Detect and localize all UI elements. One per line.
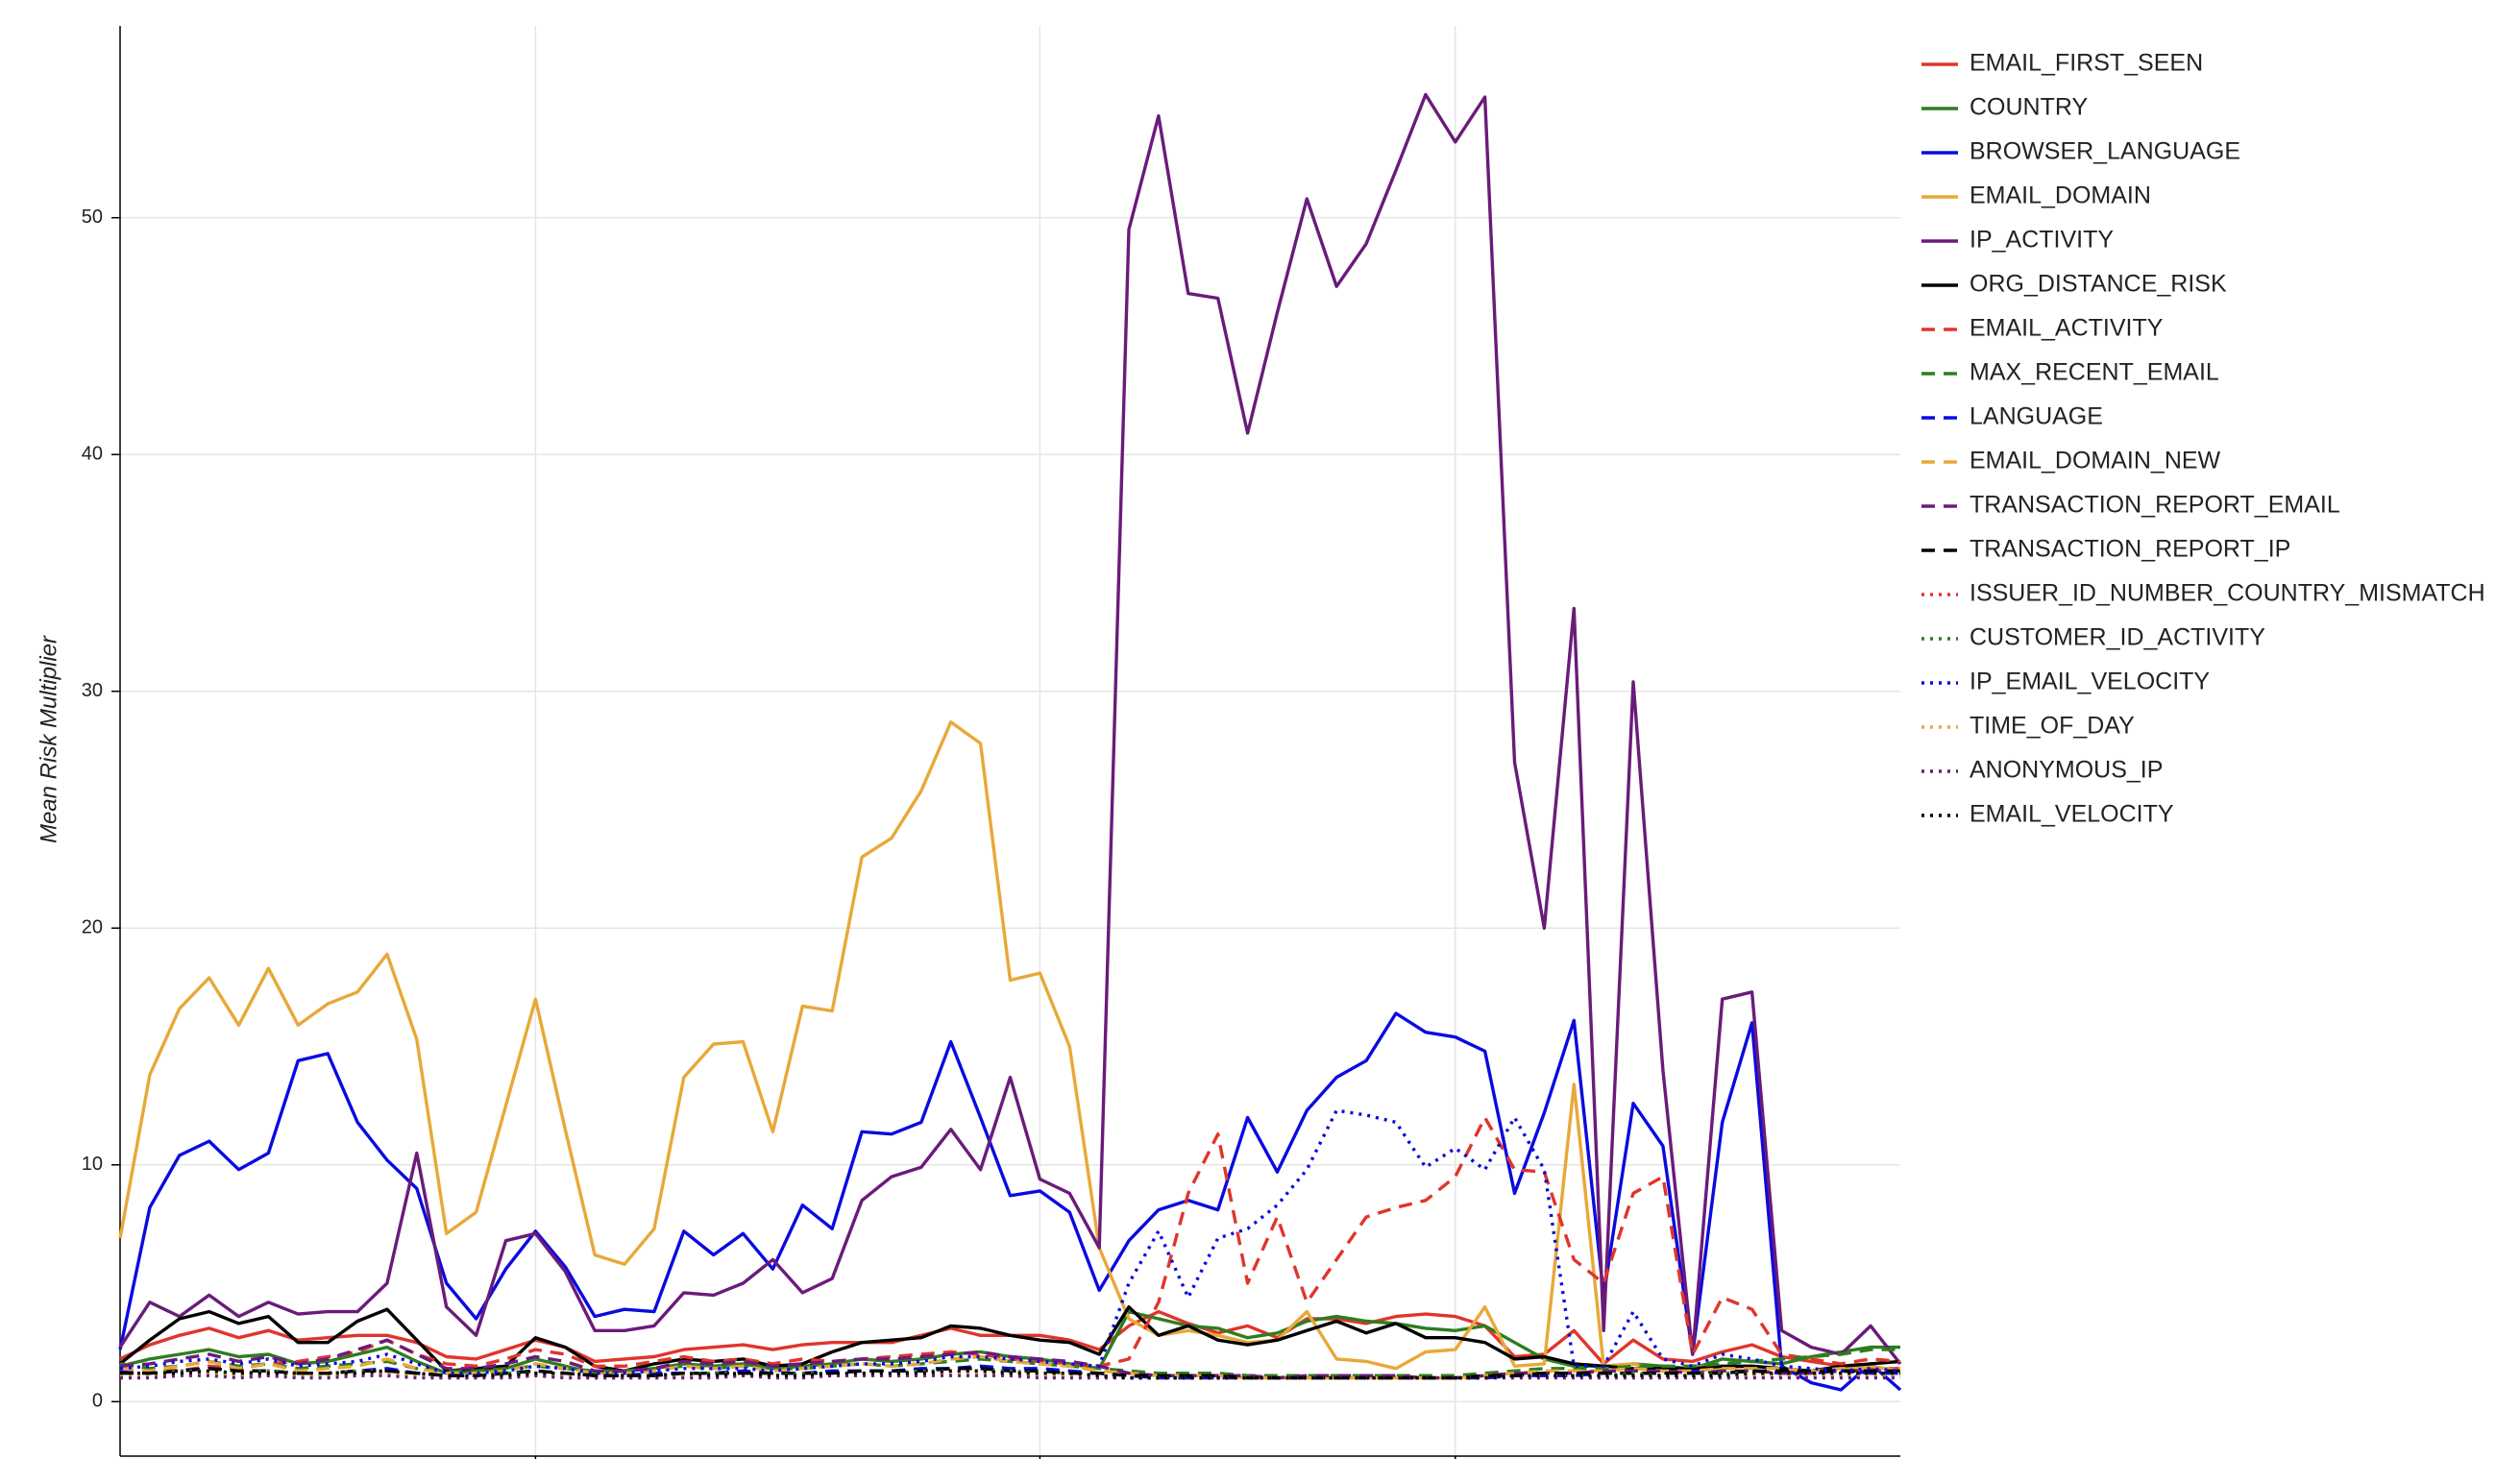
legend-label: ISSUER_ID_NUMBER_COUNTRY_MISMATCH (1970, 580, 2485, 607)
series-line (118, 92, 1902, 1365)
y-tick-label: 10 (82, 1154, 103, 1175)
legend-label: LANGUAGE (1970, 403, 2103, 430)
legend-label: ANONYMOUS_IP (1970, 757, 2163, 784)
legend-label: EMAIL_DOMAIN (1970, 182, 2151, 209)
legend-label: IP_ACTIVITY (1970, 227, 2114, 254)
y-tick-label: 50 (82, 207, 103, 228)
y-axis-label: Mean Risk Multiplier (36, 635, 61, 843)
legend-label: TRANSACTION_REPORT_IP (1970, 536, 2290, 563)
series-line (119, 1348, 1900, 1377)
legend-label: CUSTOMER_ID_ACTIVITY (1970, 624, 2265, 651)
legend-label: EMAIL_VELOCITY (1970, 801, 2174, 828)
legend-label: EMAIL_FIRST_SEEN (1970, 50, 2203, 77)
legend-label: BROWSER_LANGUAGE (1970, 138, 2240, 165)
series-line (119, 1108, 1901, 1375)
legend-label: TRANSACTION_REPORT_EMAIL (1970, 492, 2340, 519)
legend-label: EMAIL_DOMAIN_NEW (1970, 448, 2221, 474)
legend-label: IP_EMAIL_VELOCITY (1970, 669, 2210, 695)
legend-label: ORG_DISTANCE_RISK (1970, 271, 2227, 298)
y-tick-label: 20 (82, 917, 103, 938)
legend-label: TIME_OF_DAY (1970, 713, 2135, 740)
legend-label: EMAIL_ACTIVITY (1970, 315, 2164, 342)
y-tick-label: 30 (82, 680, 103, 701)
y-tick-label: 40 (82, 443, 103, 464)
series-line (120, 1374, 1900, 1380)
series-line (119, 1115, 1901, 1373)
series-line (119, 1338, 1900, 1380)
y-tick-label: 0 (92, 1391, 103, 1412)
series-line (120, 1369, 1900, 1380)
legend-label: MAX_RECENT_EMAIL (1970, 359, 2219, 386)
series-line (120, 1369, 1900, 1380)
legend-label: COUNTRY (1970, 94, 2088, 121)
